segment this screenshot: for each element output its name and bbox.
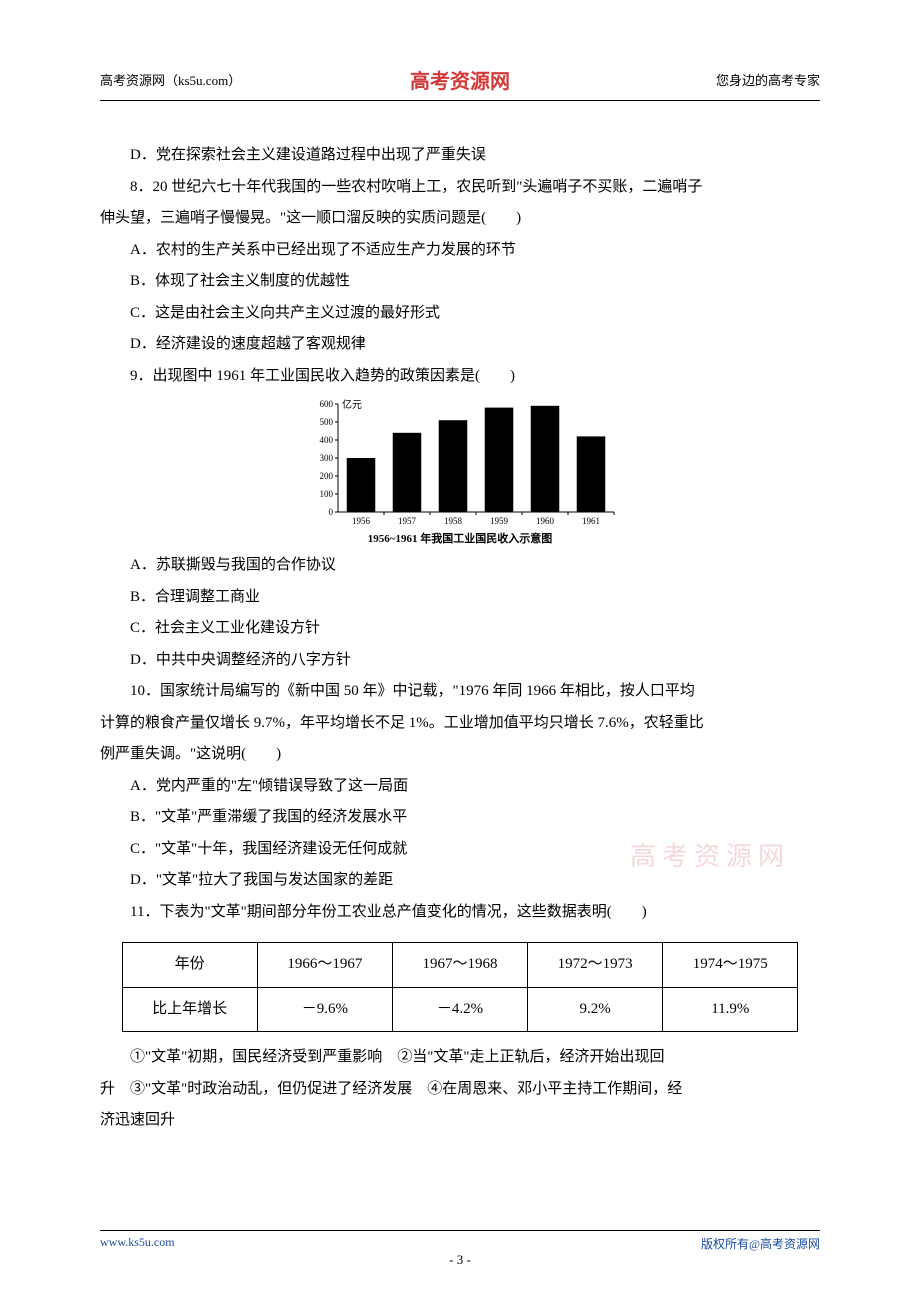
document-body: D．党在探索社会主义建设道路过程中出现了严重失误 8．20 世纪六七十年代我国的…: [100, 140, 820, 1137]
svg-text:1960: 1960: [536, 516, 555, 526]
header-left-text: 高考资源网（ks5u.com）: [100, 70, 241, 89]
q8-option-c: C．这是由社会主义向共产主义过渡的最好形式: [100, 298, 820, 330]
svg-text:1959: 1959: [490, 516, 509, 526]
header-center-title: 高考资源网: [410, 65, 510, 94]
svg-text:1956~1961 年我国工业国民收入示意图: 1956~1961 年我国工业国民收入示意图: [368, 531, 552, 545]
table-header-row: 年份 1966～1967 1967～1968 1972～1973 1974～19…: [122, 943, 798, 988]
svg-text:300: 300: [320, 453, 334, 463]
svg-text:0: 0: [329, 507, 334, 517]
svg-text:400: 400: [320, 435, 334, 445]
footer-rule: [100, 1230, 820, 1231]
svg-text:1956: 1956: [352, 516, 371, 526]
page-number: - 3 -: [449, 1252, 471, 1268]
table-header-cell: 年份: [122, 943, 257, 988]
table-cell: －4.2%: [392, 987, 527, 1032]
option-d: D．党在探索社会主义建设道路过程中出现了严重失误: [100, 140, 820, 172]
table-data-row: 比上年增长 －9.6% －4.2% 9.2% 11.9%: [122, 987, 798, 1032]
header-rule: [100, 100, 820, 101]
q9-option-b: B．合理调整工商业: [100, 582, 820, 614]
q9-stem: 9．出现图中 1961 年工业国民收入趋势的政策因素是( ): [100, 361, 820, 393]
q10-option-b: B．"文革"严重滞缓了我国的经济发展水平: [100, 802, 820, 834]
svg-text:600: 600: [320, 399, 334, 409]
svg-text:1961: 1961: [582, 516, 600, 526]
q10-option-c: C．"文革"十年，我国经济建设无任何成就: [100, 834, 820, 866]
q11-data-table: 年份 1966～1967 1967～1968 1972～1973 1974～19…: [122, 942, 799, 1032]
q8-option-d: D．经济建设的速度超越了客观规律: [100, 329, 820, 361]
q10-option-d: D．"文革"拉大了我国与发达国家的差距: [100, 865, 820, 897]
q10-stem-line2: 计算的粮食产量仅增长 9.7%，年平均增长不足 1%。工业增加值平均只增长 7.…: [100, 708, 820, 740]
svg-text:100: 100: [320, 489, 334, 499]
footer-copyright: 版权所有@高考资源网: [701, 1235, 820, 1252]
q8-stem-line2: 伸头望，三遍哨子慢慢晃。"这一顺口溜反映的实质问题是( ): [100, 203, 820, 235]
table-cell: 9.2%: [528, 987, 663, 1032]
svg-text:500: 500: [320, 417, 334, 427]
q11-statements-line1: ①"文革"初期，国民经济受到严重影响 ②当"文革"走上正轨后，经济开始出现回: [100, 1042, 820, 1074]
table-cell: 比上年增长: [122, 987, 257, 1032]
q11-stem: 11．下表为"文革"期间部分年份工农业总产值变化的情况，这些数据表明( ): [100, 897, 820, 929]
table-header-cell: 1972～1973: [528, 943, 663, 988]
svg-text:亿元: 亿元: [342, 398, 362, 411]
q11-statements-line3: 济迅速回升: [100, 1105, 820, 1137]
svg-text:1958: 1958: [444, 516, 463, 526]
q8-option-a: A．农村的生产关系中已经出现了不适应生产力发展的环节: [100, 235, 820, 267]
svg-text:200: 200: [320, 471, 334, 481]
q8-option-b: B．体现了社会主义制度的优越性: [100, 266, 820, 298]
table-header-cell: 1974～1975: [663, 943, 798, 988]
q9-chart-container: 0 100 200 300 400 500 600 亿元 1956 1957 1958 1959 196…: [100, 398, 820, 546]
q11-statements-line2: 升 ③"文革"时政治动乱，但仍促进了经济发展 ④在周恩来、邓小平主持工作期间，经: [100, 1074, 820, 1106]
q10-stem-line3: 例严重失调。"这说明( ): [100, 739, 820, 771]
q8-stem-line1: 8．20 世纪六七十年代我国的一些农村吹哨上工，农民听到"头遍哨子不买账，二遍哨…: [100, 172, 820, 204]
table-header-cell: 1967～1968: [392, 943, 527, 988]
bar-chart: 0 100 200 300 400 500 600 亿元 1956 1957 1958 1959 196…: [300, 398, 620, 546]
q10-option-a: A．党内严重的"左"倾错误导致了这一局面: [100, 771, 820, 803]
svg-text:1957: 1957: [398, 516, 417, 526]
table-cell: 11.9%: [663, 987, 798, 1032]
q9-option-d: D．中共中央调整经济的八字方针: [100, 645, 820, 677]
page-header: 高考资源网（ks5u.com） 高考资源网 您身边的高考专家: [100, 70, 820, 89]
q9-option-a: A．苏联撕毁与我国的合作协议: [100, 550, 820, 582]
q10-stem-line1: 10．国家统计局编写的《新中国 50 年》中记载，"1976 年同 1966 年…: [100, 676, 820, 708]
table-cell: －9.6%: [257, 987, 392, 1032]
page-footer: www.ks5u.com 版权所有@高考资源网 - 3 -: [100, 1230, 820, 1252]
header-right-text: 您身边的高考专家: [716, 70, 820, 89]
footer-url: www.ks5u.com: [100, 1235, 175, 1252]
table-header-cell: 1966～1967: [257, 943, 392, 988]
q9-option-c: C．社会主义工业化建设方针: [100, 613, 820, 645]
